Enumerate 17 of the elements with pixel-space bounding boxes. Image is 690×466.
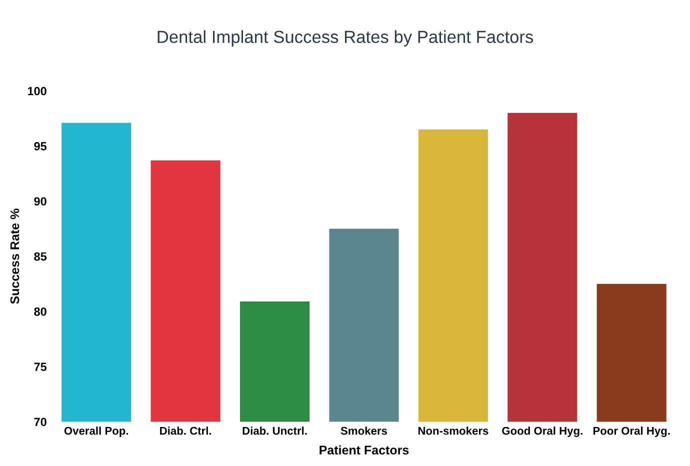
y-tick-label: 85 [34, 252, 47, 261]
y-tick-label: 70 [34, 418, 46, 426]
x-tick-label: Good Oral Hyg. [502, 426, 582, 437]
x-tick-label: Diab. Ctrl. [160, 426, 212, 435]
x-tick-label: Overall Pop. [64, 426, 128, 437]
x-tick-label: Diab. Unctrl. [242, 426, 307, 435]
y-tick-label: 100 [28, 86, 46, 96]
chart-title: Dental Implant Success Rates by Patient Factors [158, 30, 534, 46]
y-tick-label: 95 [34, 142, 47, 150]
y-axis-title: Success Rate % [10, 208, 20, 304]
y-tick-label: 80 [34, 307, 46, 316]
y-tick-label: 90 [34, 197, 46, 206]
x-tick-label: Poor Oral Hyg. [593, 426, 670, 437]
y-tick-label: 75 [34, 362, 47, 371]
x-axis-title: Patient Factors [320, 445, 409, 455]
x-tick-label: Smokers [340, 426, 387, 435]
x-tick-label: Non-smokers [418, 426, 488, 435]
